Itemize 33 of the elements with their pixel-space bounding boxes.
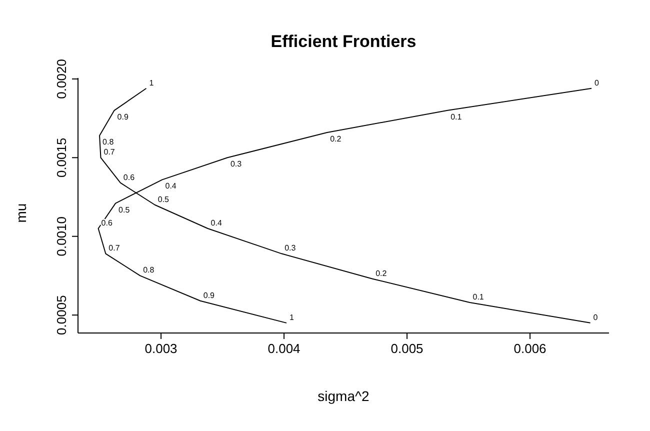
x-tick-label: 0.003 xyxy=(144,341,178,356)
annotation: 0.3 xyxy=(284,244,296,253)
annotation: 1 xyxy=(289,312,294,322)
annotation: 0.4 xyxy=(210,218,222,228)
y-tick-label: 0.0005 xyxy=(54,295,69,335)
y-tick-label: 0.0020 xyxy=(54,59,69,99)
annotation: 0.7 xyxy=(108,244,120,253)
annotation: 0.2 xyxy=(330,134,342,144)
annotation: 0.3 xyxy=(230,160,242,169)
annotation: 0 xyxy=(594,78,600,88)
annotation: 0.4 xyxy=(165,182,177,191)
annotation: 0.7 xyxy=(104,148,116,157)
x-tick-label: 0.004 xyxy=(268,341,300,356)
x-axis-title: sigma^2 xyxy=(316,388,370,404)
chart-title: Efficient Frontiers xyxy=(270,32,418,52)
annotation: 1 xyxy=(149,78,154,88)
annotation: 0.8 xyxy=(102,138,114,147)
annotation: 0.1 xyxy=(472,292,484,302)
y-axis-title: mu xyxy=(13,202,29,225)
annotation: 0.6 xyxy=(101,218,113,228)
y-tick-label: 0.0010 xyxy=(54,216,69,256)
annotation: 0.1 xyxy=(450,112,462,122)
annotation: 0.5 xyxy=(118,205,130,214)
annotation: 0.6 xyxy=(123,172,136,182)
annotation: 0.9 xyxy=(117,112,129,122)
x-tick-label: 0.006 xyxy=(514,341,546,356)
annotation: 0.5 xyxy=(158,194,170,204)
x-tick-label: 0.005 xyxy=(390,341,424,356)
annotation: 0.2 xyxy=(376,268,388,278)
annotation: 0 xyxy=(593,312,598,322)
annotation: 0.8 xyxy=(143,266,155,275)
annotation: 0.9 xyxy=(203,290,216,300)
y-tick-label: 0.0015 xyxy=(54,138,69,178)
